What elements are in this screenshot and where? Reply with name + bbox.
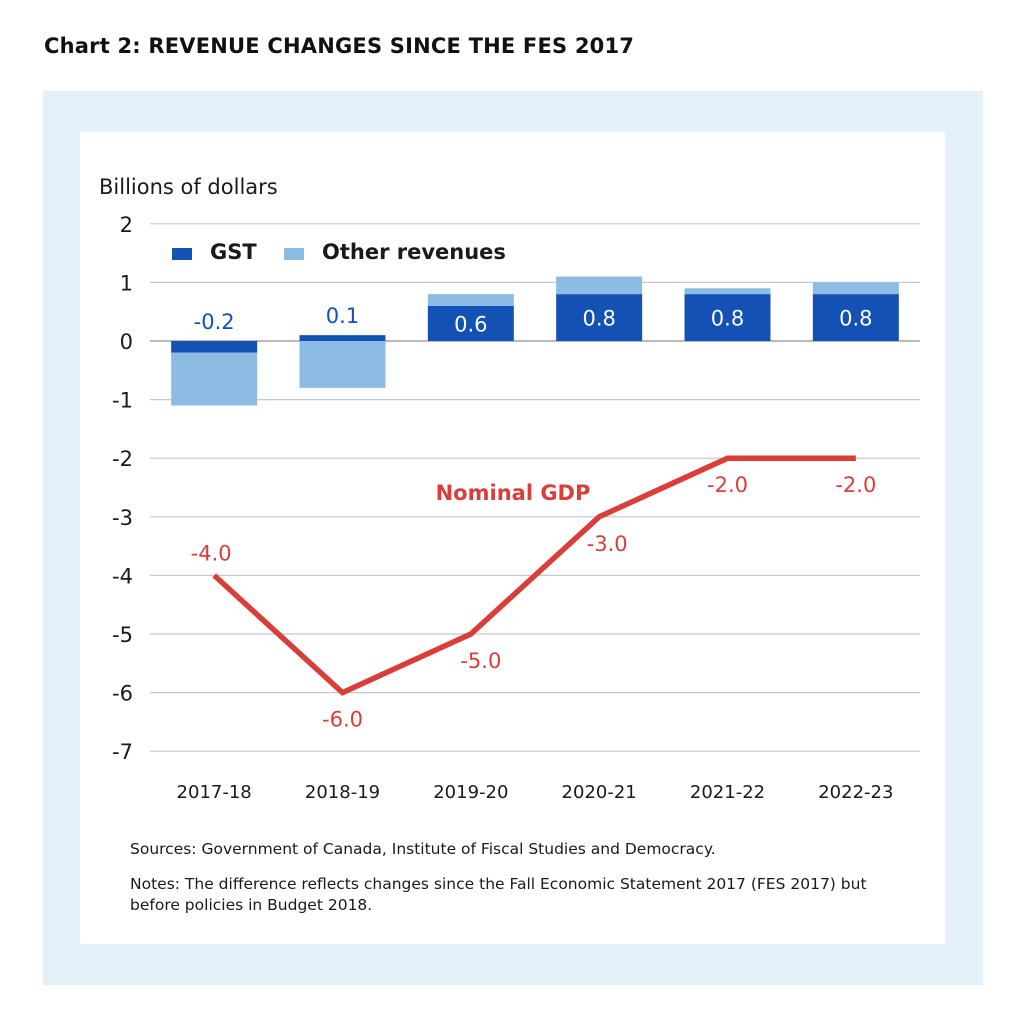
nominal-gdp-line <box>212 455 856 696</box>
y-tick-label: 2 <box>120 213 133 237</box>
y-tick-label: 0 <box>120 330 133 354</box>
bar-gst <box>427 305 514 341</box>
y-tick-label: -4 <box>112 564 133 588</box>
sources-note: Sources: Government of Canada, Institute… <box>130 840 716 858</box>
legend-swatch-gst <box>172 248 192 260</box>
bar-other-revenues <box>427 294 514 306</box>
gst-data-label: -0.2 <box>194 310 235 334</box>
y-tick-label: -1 <box>112 389 133 413</box>
bar-gst <box>171 341 258 353</box>
gst-data-label: 0.6 <box>454 312 487 336</box>
legend-label-gst: GST <box>210 240 257 264</box>
x-tick-label: 2019-20 <box>433 782 508 803</box>
gst-data-label: 0.1 <box>326 304 359 328</box>
bar-other-revenues <box>684 288 771 295</box>
bar-other-revenues <box>299 341 386 388</box>
x-tick-label: 2020-21 <box>562 782 637 803</box>
legend-label-other-revenues: Other revenues <box>322 240 506 264</box>
nominal-gdp-series-label: Nominal GDP <box>436 481 591 505</box>
notes-text: Notes: The difference reflects changes s… <box>130 875 867 914</box>
gdp-data-label: -3.0 <box>587 532 628 556</box>
x-tick-label: 2021-22 <box>690 782 765 803</box>
y-tick-label: -6 <box>112 682 133 706</box>
gdp-data-label: -2.0 <box>835 473 876 497</box>
y-tick-label: -2 <box>112 447 133 471</box>
gdp-data-label: -2.0 <box>707 473 748 497</box>
gst-data-label: 0.8 <box>839 307 872 331</box>
gst-data-label: 0.8 <box>582 307 615 331</box>
legend-swatch-other-revenues <box>284 248 304 260</box>
gdp-data-label: -6.0 <box>322 708 363 732</box>
bar-other-revenues <box>171 352 258 406</box>
x-tick-label: 2018-19 <box>305 782 380 803</box>
x-tick-label: 2017-18 <box>177 782 252 803</box>
y-axis-label: Billions of dollars <box>99 175 278 199</box>
y-tick-label: -5 <box>112 623 133 647</box>
bar-gst <box>556 294 643 341</box>
page-edge <box>1010 0 1021 1024</box>
gdp-data-label: -4.0 <box>191 541 232 565</box>
page-title: Chart 2: REVENUE CHANGES SINCE THE FES 2… <box>44 34 635 58</box>
x-tick-label: 2022-23 <box>818 782 893 803</box>
gst-data-label: 0.8 <box>711 307 744 331</box>
bar-gst <box>812 294 899 341</box>
gdp-data-label: -5.0 <box>460 649 501 673</box>
bar-other-revenues <box>556 276 643 295</box>
y-tick-label: -3 <box>112 506 133 530</box>
bar-gst <box>684 294 771 341</box>
bar-gst <box>299 335 386 341</box>
chart-panel <box>80 132 945 944</box>
y-tick-label: 1 <box>120 271 133 295</box>
y-tick-label: -7 <box>112 740 133 764</box>
bar-other-revenues <box>812 282 899 295</box>
